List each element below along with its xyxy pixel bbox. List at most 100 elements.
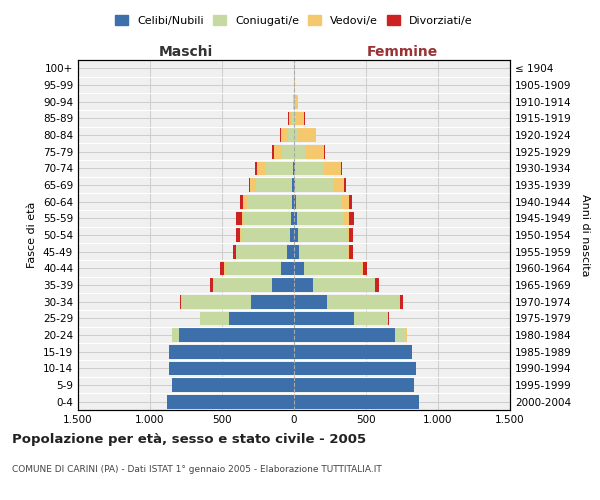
Bar [236,245,287,258]
Bar [287,245,294,258]
Bar [341,162,342,175]
Bar [289,112,292,125]
Text: Femmine: Femmine [367,45,437,59]
Bar [293,95,294,108]
Bar [298,128,316,142]
Bar [294,295,327,308]
Bar [295,95,298,108]
Bar [348,245,349,258]
Bar [293,162,294,175]
Bar [236,228,240,242]
Bar [280,128,281,142]
Bar [250,178,256,192]
Bar [214,278,272,292]
Bar [240,195,243,208]
Bar [349,245,353,258]
Bar [292,112,294,125]
Bar [169,362,294,375]
Bar [304,262,362,275]
Bar [281,128,288,142]
Bar [294,328,395,342]
Bar [406,328,407,342]
Bar [294,362,416,375]
Text: Popolazione per età, sesso e stato civile - 2005: Popolazione per età, sesso e stato civil… [12,432,366,446]
Bar [363,262,367,275]
Y-axis label: Anni di nascita: Anni di nascita [580,194,590,276]
Bar [297,212,344,225]
Bar [242,212,244,225]
Bar [274,145,283,158]
Y-axis label: Fasce di età: Fasce di età [28,202,37,268]
Bar [323,162,341,175]
Bar [169,345,294,358]
Bar [257,162,265,175]
Bar [399,295,400,308]
Bar [295,178,333,192]
Bar [294,278,313,292]
Bar [294,228,298,242]
Bar [294,112,295,125]
Bar [172,378,294,392]
Bar [294,312,355,325]
Bar [333,178,344,192]
Bar [172,328,179,342]
Bar [294,195,296,208]
Bar [210,278,212,292]
Bar [236,212,242,225]
Bar [294,178,295,192]
Text: COMUNE DI CARINI (PA) - Dati ISTAT 1° gennaio 2005 - Elaborazione TUTTITALIA.IT: COMUNE DI CARINI (PA) - Dati ISTAT 1° ge… [12,466,382,474]
Bar [342,195,349,208]
Bar [388,312,389,325]
Bar [294,128,298,142]
Bar [290,228,294,242]
Bar [212,278,214,292]
Bar [294,345,412,358]
Bar [295,112,304,125]
Bar [272,145,274,158]
Bar [256,178,292,192]
Bar [305,145,324,158]
Bar [294,95,295,108]
Bar [224,262,225,275]
Bar [298,228,347,242]
Bar [294,78,295,92]
Bar [291,212,294,225]
Bar [324,145,325,158]
Bar [313,278,374,292]
Bar [294,262,304,275]
Bar [292,195,294,208]
Text: Maschi: Maschi [159,45,213,59]
Bar [295,162,323,175]
Bar [179,295,181,308]
Legend: Celibi/Nubili, Coniugati/e, Vedovi/e, Divorziati/e: Celibi/Nubili, Coniugati/e, Vedovi/e, Di… [111,10,477,30]
Bar [292,178,294,192]
Bar [265,162,293,175]
Bar [220,262,224,275]
Bar [288,128,294,142]
Bar [233,245,236,258]
Bar [182,295,251,308]
Bar [344,178,346,192]
Bar [288,112,289,125]
Bar [327,295,399,308]
Bar [272,278,294,292]
Bar [362,262,363,275]
Bar [240,228,241,242]
Bar [281,262,294,275]
Bar [244,212,291,225]
Bar [395,328,406,342]
Bar [294,378,413,392]
Bar [243,195,247,208]
Bar [241,228,290,242]
Bar [344,212,349,225]
Bar [167,395,294,408]
Bar [349,195,352,208]
Bar [294,245,299,258]
Bar [294,395,419,408]
Bar [294,162,295,175]
Bar [299,245,348,258]
Bar [296,195,342,208]
Bar [200,312,229,325]
Bar [349,228,353,242]
Bar [251,295,294,308]
